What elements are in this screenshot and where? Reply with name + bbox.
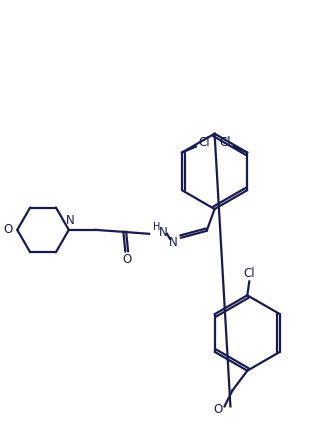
Text: Cl: Cl: [244, 267, 255, 280]
Text: O: O: [123, 253, 132, 266]
Text: H: H: [153, 222, 161, 232]
Text: N: N: [66, 214, 74, 227]
Text: O: O: [4, 224, 13, 236]
Text: N: N: [168, 236, 177, 249]
Text: Cl: Cl: [198, 136, 210, 149]
Text: Cl: Cl: [219, 136, 231, 149]
Text: N: N: [159, 227, 167, 239]
Text: O: O: [213, 403, 222, 416]
